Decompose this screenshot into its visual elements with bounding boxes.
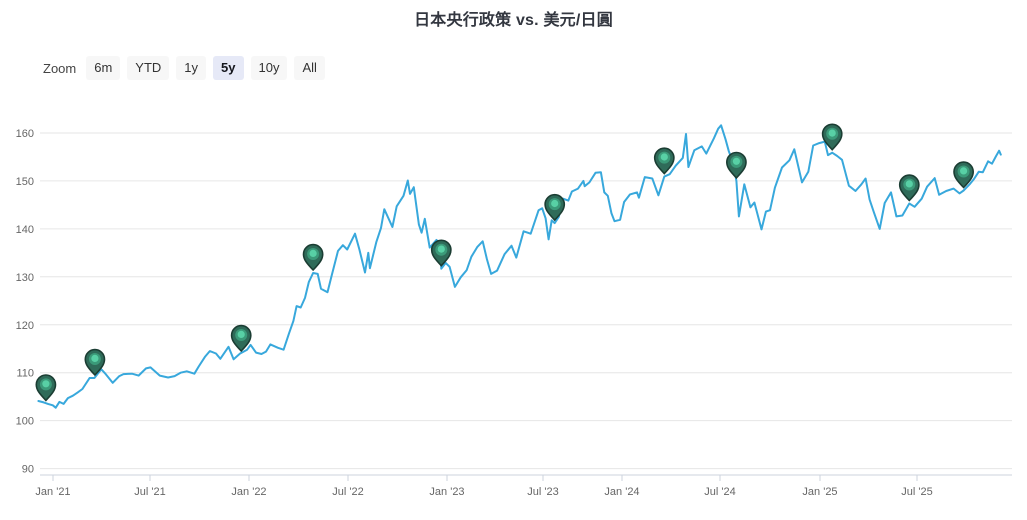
x-axis-label: Jan '23 <box>429 486 464 498</box>
x-axis-label: Jan '21 <box>35 486 70 498</box>
y-axis-label: 120 <box>16 320 34 332</box>
x-axis-label: Jan '22 <box>231 486 266 498</box>
y-axis-label: 100 <box>16 416 34 428</box>
x-axis-label: Jul '24 <box>704 486 735 498</box>
event-pin-marker[interactable] <box>84 348 106 377</box>
event-pin-marker[interactable] <box>821 123 843 151</box>
y-axis-label: 150 <box>16 176 34 188</box>
page-title: 日本央行政策 vs. 美元/日圓 <box>414 12 613 29</box>
zoom-label: Zoom <box>43 60 77 76</box>
event-pin-marker[interactable] <box>544 193 566 222</box>
event-pin-marker[interactable] <box>35 374 57 402</box>
x-axis-label: Jul '25 <box>901 486 932 498</box>
x-axis-label: Jul '23 <box>527 486 558 498</box>
x-axis-label: Jul '21 <box>134 486 165 498</box>
range-button-1y[interactable]: 1y <box>176 56 207 80</box>
range-button-6m[interactable]: 6m <box>86 56 121 80</box>
y-axis-label: 90 <box>22 464 34 476</box>
event-pin-marker[interactable] <box>726 151 747 180</box>
event-pin-marker[interactable] <box>898 174 920 202</box>
usdjpy-series-line[interactable] <box>37 124 1002 409</box>
range-selector: Zoom 6m YTD 1y 5y 10y All <box>43 56 325 80</box>
event-pin-marker[interactable] <box>302 243 324 272</box>
y-axis-label: 140 <box>16 224 34 236</box>
y-axis-label: 130 <box>16 272 34 284</box>
range-button-5y[interactable]: 5y <box>213 56 244 80</box>
y-axis-label: 160 <box>16 128 34 140</box>
event-pin-marker[interactable] <box>653 147 675 175</box>
event-pin-marker[interactable] <box>953 161 974 189</box>
event-pin-marker[interactable] <box>430 239 452 267</box>
y-axis-label: 110 <box>16 368 34 380</box>
x-axis-label: Jan '25 <box>802 486 837 498</box>
x-axis-label: Jul '22 <box>332 486 363 498</box>
event-pin-marker[interactable] <box>230 324 252 353</box>
range-button-all[interactable]: All <box>294 56 325 80</box>
x-axis-label: Jan '24 <box>604 486 639 498</box>
range-button-10y[interactable]: 10y <box>250 56 288 80</box>
range-button-ytd[interactable]: YTD <box>127 56 170 80</box>
